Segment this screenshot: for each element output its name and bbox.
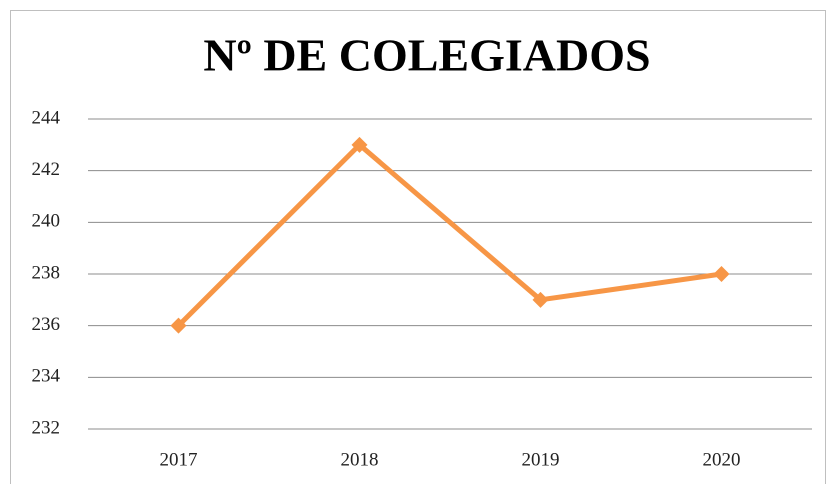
x-tick-label: 2017 [160, 449, 198, 470]
chart-title: Nº DE COLEGIADOS [203, 30, 650, 81]
x-tick-label: 2018 [341, 449, 379, 470]
x-tick-label: 2020 [703, 449, 741, 470]
marker [713, 266, 730, 282]
y-tick-label: 236 [32, 314, 61, 335]
line [176, 142, 722, 328]
y-tick-label: 244 [32, 107, 61, 128]
y-tick-label: 238 [32, 262, 61, 283]
y-tick-label: 234 [32, 366, 61, 387]
chart-frame [10, 10, 826, 484]
marker [351, 136, 368, 153]
x-tick-label: 2019 [522, 449, 560, 470]
marker [532, 291, 549, 308]
marker [170, 317, 187, 334]
y-tick-label: 240 [32, 211, 61, 232]
y-tick-label: 232 [32, 417, 61, 438]
y-tick-label: 242 [32, 159, 61, 180]
